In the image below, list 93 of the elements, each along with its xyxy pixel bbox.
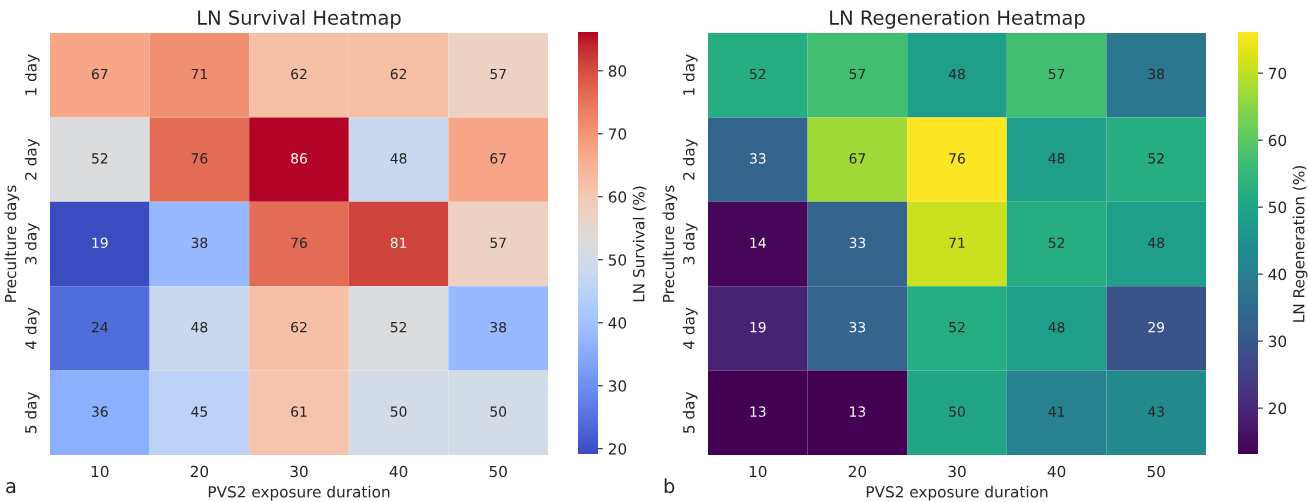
y-axis-title: Preculture days: [4, 185, 20, 302]
data-label: 52: [949, 321, 965, 333]
x-tick-label: 40: [1047, 465, 1066, 478]
color-bar-label: 60: [608, 191, 627, 203]
data-label: 62: [291, 321, 307, 333]
data-label: 48: [390, 153, 407, 164]
x-tick-label: 50: [1147, 465, 1165, 478]
data-label: 48: [948, 68, 965, 80]
data-label: 52: [390, 321, 407, 333]
color-bar-title: LN Survival (%): [632, 186, 647, 302]
data-label: 29: [1148, 321, 1165, 333]
data-label: 19: [750, 321, 766, 333]
data-label: 24: [91, 321, 108, 333]
color-bar-label: 20: [608, 443, 627, 455]
text: b: [664, 478, 675, 494]
y-tick-label: 4 day: [24, 307, 40, 349]
y-tick-label: 2 day: [682, 138, 698, 180]
data-label: 52: [1048, 237, 1065, 249]
x-tick-label: 10: [91, 465, 109, 478]
data-label: 67: [849, 153, 866, 164]
data-label: 50: [949, 406, 965, 417]
color-bar-label: 50: [608, 254, 627, 266]
data-label: 67: [91, 68, 108, 80]
color-bar-label: 40: [608, 317, 627, 329]
x-axis-title: PVS2 exposure duration: [208, 485, 390, 501]
data-label: 33: [750, 153, 766, 164]
x-tick-label: 20: [848, 465, 867, 478]
data-label: 52: [750, 68, 766, 80]
data-label: 61: [291, 406, 307, 417]
x-tick-label: 30: [948, 465, 966, 478]
data-label: 13: [750, 406, 766, 417]
data-label: 57: [849, 68, 866, 80]
y-tick-label: 1 day: [682, 54, 698, 95]
data-label: 14: [750, 237, 766, 248]
data-label: 13: [850, 406, 866, 417]
data-label: 48: [1048, 153, 1065, 164]
chart-title: LN Survival Heatmap: [198, 9, 401, 29]
data-label: 50: [490, 406, 507, 417]
y-tick-label: 1 day: [24, 54, 40, 95]
x-tick-label: 40: [389, 465, 408, 478]
color-bar-label: 60: [1268, 134, 1287, 147]
data-label: 62: [291, 68, 307, 80]
y-tick-label: 5 day: [24, 391, 40, 433]
color-bar-label: 80: [608, 65, 627, 77]
y-tick-label: 3 day: [682, 223, 698, 265]
x-axis-title: PVS2 exposure duration: [866, 485, 1048, 501]
data-label: 33: [849, 321, 866, 333]
data-label: 62: [390, 68, 407, 80]
color-bar-label: 70: [1268, 67, 1287, 80]
data-label: 33: [849, 237, 866, 249]
color-bar-label: 30: [608, 380, 627, 392]
y-tick-label: 2 day: [24, 138, 40, 180]
data-label: 57: [490, 237, 506, 249]
y-tick-label: 5 day: [682, 391, 698, 433]
data-label: 48: [191, 321, 208, 333]
data-label: 86: [291, 153, 307, 164]
data-label: 76: [949, 153, 965, 164]
y-tick-label: 4 day: [682, 307, 698, 349]
y-axis-title: Preculture days: [662, 185, 678, 302]
data-label: 43: [1148, 406, 1164, 417]
data-label: 50: [390, 406, 407, 417]
data-label: 38: [1148, 68, 1165, 80]
data-label: 81: [390, 237, 407, 249]
data-label: 76: [291, 237, 307, 249]
color-bar-label: 20: [1268, 402, 1287, 415]
data-label: 38: [490, 321, 507, 333]
data-label: 57: [1048, 68, 1065, 80]
data-label: 52: [92, 153, 108, 164]
data-label: 36: [92, 406, 108, 417]
color-bar-title: LN Regeneration (%): [1292, 166, 1308, 322]
data-label: 52: [1148, 153, 1164, 164]
data-label: 48: [1048, 321, 1065, 333]
color-bar-label: 40: [1268, 268, 1287, 281]
x-tick-label: 10: [749, 465, 767, 478]
data-label: 76: [191, 153, 208, 164]
data-label: 45: [191, 406, 208, 417]
color-bar-label: 30: [1268, 335, 1287, 348]
chart-title: LN Regeneration Heatmap: [830, 9, 1085, 29]
data-label: 67: [490, 153, 506, 164]
x-tick-label: 50: [489, 465, 507, 478]
x-tick-label: 20: [190, 465, 209, 478]
data-label: 71: [949, 237, 965, 248]
color-bar-label: 70: [608, 128, 627, 140]
data-label: 41: [1048, 406, 1065, 417]
data-label: 38: [191, 237, 208, 249]
data-label: 71: [191, 68, 207, 80]
data-label: 57: [490, 68, 506, 80]
data-label: 48: [1148, 237, 1165, 249]
y-tick-label: 3 day: [24, 223, 40, 265]
x-tick-label: 30: [290, 465, 308, 478]
data-label: 19: [92, 237, 108, 249]
color-bar-label: 50: [1268, 201, 1287, 214]
text: a: [6, 482, 16, 494]
